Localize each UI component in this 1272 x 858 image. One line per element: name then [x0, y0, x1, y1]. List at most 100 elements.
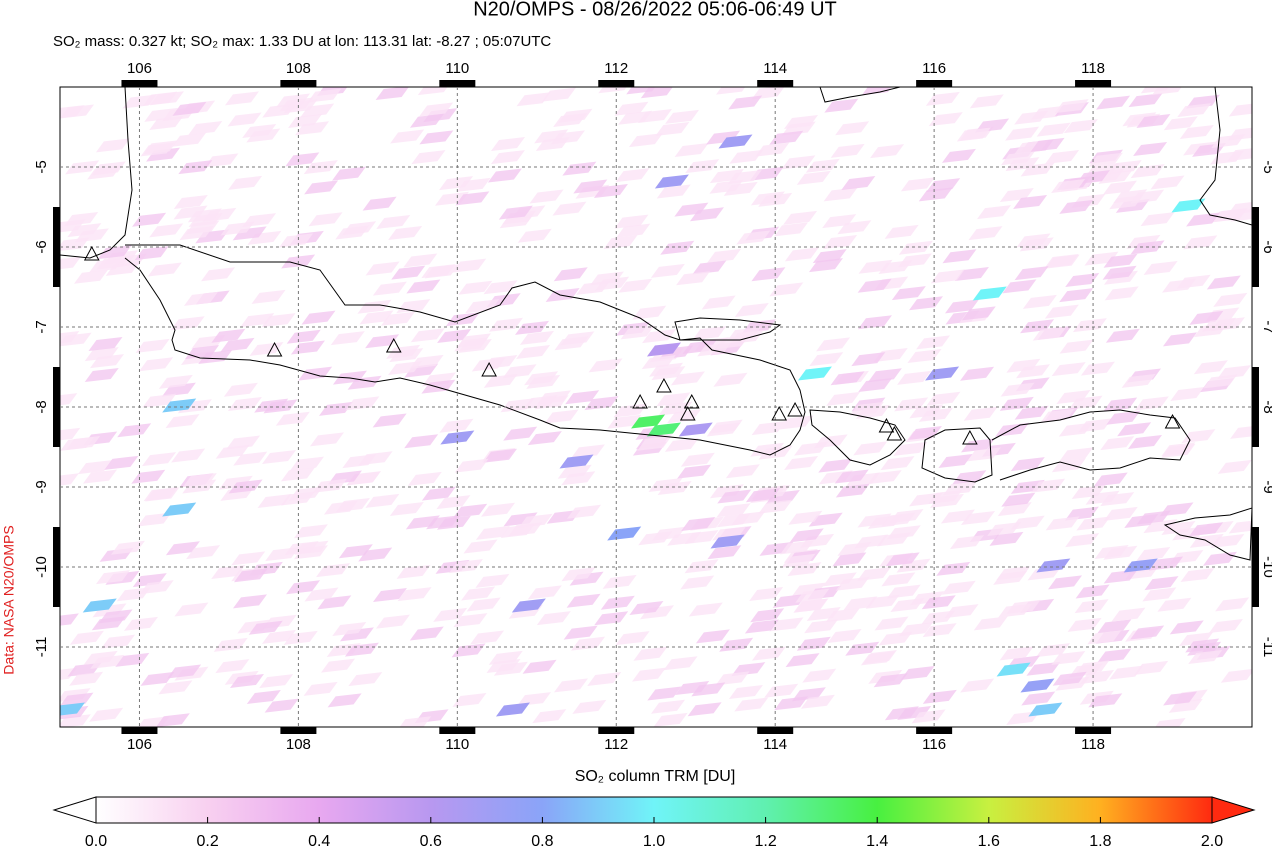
background-texture — [966, 447, 1001, 462]
background-texture — [727, 170, 762, 185]
y-tick-label: -8 — [1260, 400, 1272, 413]
background-texture — [115, 652, 150, 667]
y-tick-mark — [1252, 207, 1259, 287]
background-texture — [825, 608, 860, 623]
coast-sumatra — [60, 87, 133, 259]
background-texture — [421, 486, 456, 501]
background-texture — [498, 205, 533, 220]
background-texture — [184, 291, 219, 306]
background-texture — [285, 152, 320, 167]
background-texture — [82, 469, 117, 484]
background-texture — [1130, 625, 1165, 640]
background-texture — [651, 366, 686, 381]
background-texture — [411, 150, 446, 165]
x-tick-label: 118 — [1081, 736, 1105, 753]
background-texture — [233, 451, 268, 466]
background-texture — [1022, 294, 1057, 309]
background-texture — [140, 671, 175, 686]
background-texture — [139, 357, 174, 372]
background-texture — [794, 441, 829, 456]
background-texture — [1161, 443, 1196, 458]
background-texture — [90, 654, 125, 669]
volcano — [878, 417, 895, 433]
background-texture — [1097, 619, 1132, 634]
background-texture — [1051, 362, 1086, 377]
background-texture — [158, 680, 193, 695]
background-texture — [1100, 492, 1135, 507]
background-texture — [881, 572, 916, 587]
background-texture — [1170, 387, 1205, 402]
background-texture — [142, 452, 177, 467]
background-texture — [409, 354, 444, 369]
y-tick-mark — [53, 447, 60, 527]
background-texture — [1157, 597, 1192, 612]
x-tick-mark — [598, 727, 635, 734]
background-texture — [84, 368, 119, 383]
colorbar-tick-label: 1.8 — [1089, 833, 1111, 850]
background-texture — [1140, 212, 1175, 227]
background-texture — [1185, 638, 1220, 653]
background-texture — [687, 702, 722, 717]
background-texture — [399, 716, 432, 727]
background-texture — [1072, 318, 1107, 333]
background-texture — [452, 692, 487, 707]
x-tick-label: 106 — [127, 736, 152, 753]
background-texture — [410, 328, 445, 343]
background-texture — [764, 683, 799, 698]
background-texture — [1179, 124, 1214, 139]
coast-sulawesi — [1199, 87, 1252, 226]
background-texture — [750, 608, 785, 623]
background-texture — [1215, 597, 1250, 612]
background-texture — [463, 539, 498, 554]
background-texture — [69, 671, 104, 686]
background-texture — [557, 464, 592, 479]
background-texture — [60, 331, 80, 344]
background-texture — [656, 392, 691, 407]
background-texture — [692, 326, 727, 341]
background-texture — [734, 302, 769, 317]
background-texture — [220, 221, 255, 236]
x-tick-mark — [121, 727, 158, 734]
background-texture — [232, 594, 267, 609]
background-texture — [925, 91, 960, 106]
colorbar-tick-label: 0.6 — [420, 833, 442, 850]
background-texture — [242, 123, 277, 138]
so2-pixel — [82, 598, 117, 613]
background-texture — [1013, 194, 1048, 209]
background-texture — [541, 87, 576, 102]
background-texture — [823, 187, 858, 202]
background-texture — [1128, 434, 1163, 449]
y-tick-label: -10 — [33, 556, 50, 578]
background-texture — [1106, 410, 1141, 425]
background-texture — [857, 278, 892, 293]
background-texture — [968, 226, 1003, 241]
x-tick-mark — [121, 80, 158, 87]
background-texture — [1109, 665, 1144, 680]
background-texture — [1014, 266, 1049, 281]
y-tick-label: -7 — [33, 320, 50, 333]
background-texture — [1180, 568, 1215, 583]
x-tick-label: 114 — [763, 60, 787, 77]
background-texture — [936, 561, 971, 576]
background-texture — [1181, 429, 1216, 444]
background-texture — [1177, 103, 1212, 118]
x-tick-label: 116 — [922, 736, 946, 753]
background-texture — [716, 503, 751, 518]
background-texture — [851, 352, 886, 367]
background-texture — [345, 396, 380, 411]
x-tick-label: 106 — [127, 60, 152, 77]
background-texture — [1096, 95, 1131, 110]
background-texture — [1189, 522, 1224, 537]
background-texture — [620, 325, 655, 340]
background-texture — [944, 604, 979, 619]
colorbar-tick-label: 0.2 — [196, 833, 218, 850]
background-texture — [1213, 292, 1248, 307]
background-texture — [942, 249, 977, 264]
background-texture — [1143, 261, 1178, 276]
background-texture — [785, 653, 820, 668]
background-texture — [677, 464, 712, 479]
background-texture — [335, 225, 370, 240]
y-tick-label: -7 — [1260, 320, 1272, 333]
background-texture — [228, 479, 263, 494]
background-texture — [1152, 87, 1182, 95]
